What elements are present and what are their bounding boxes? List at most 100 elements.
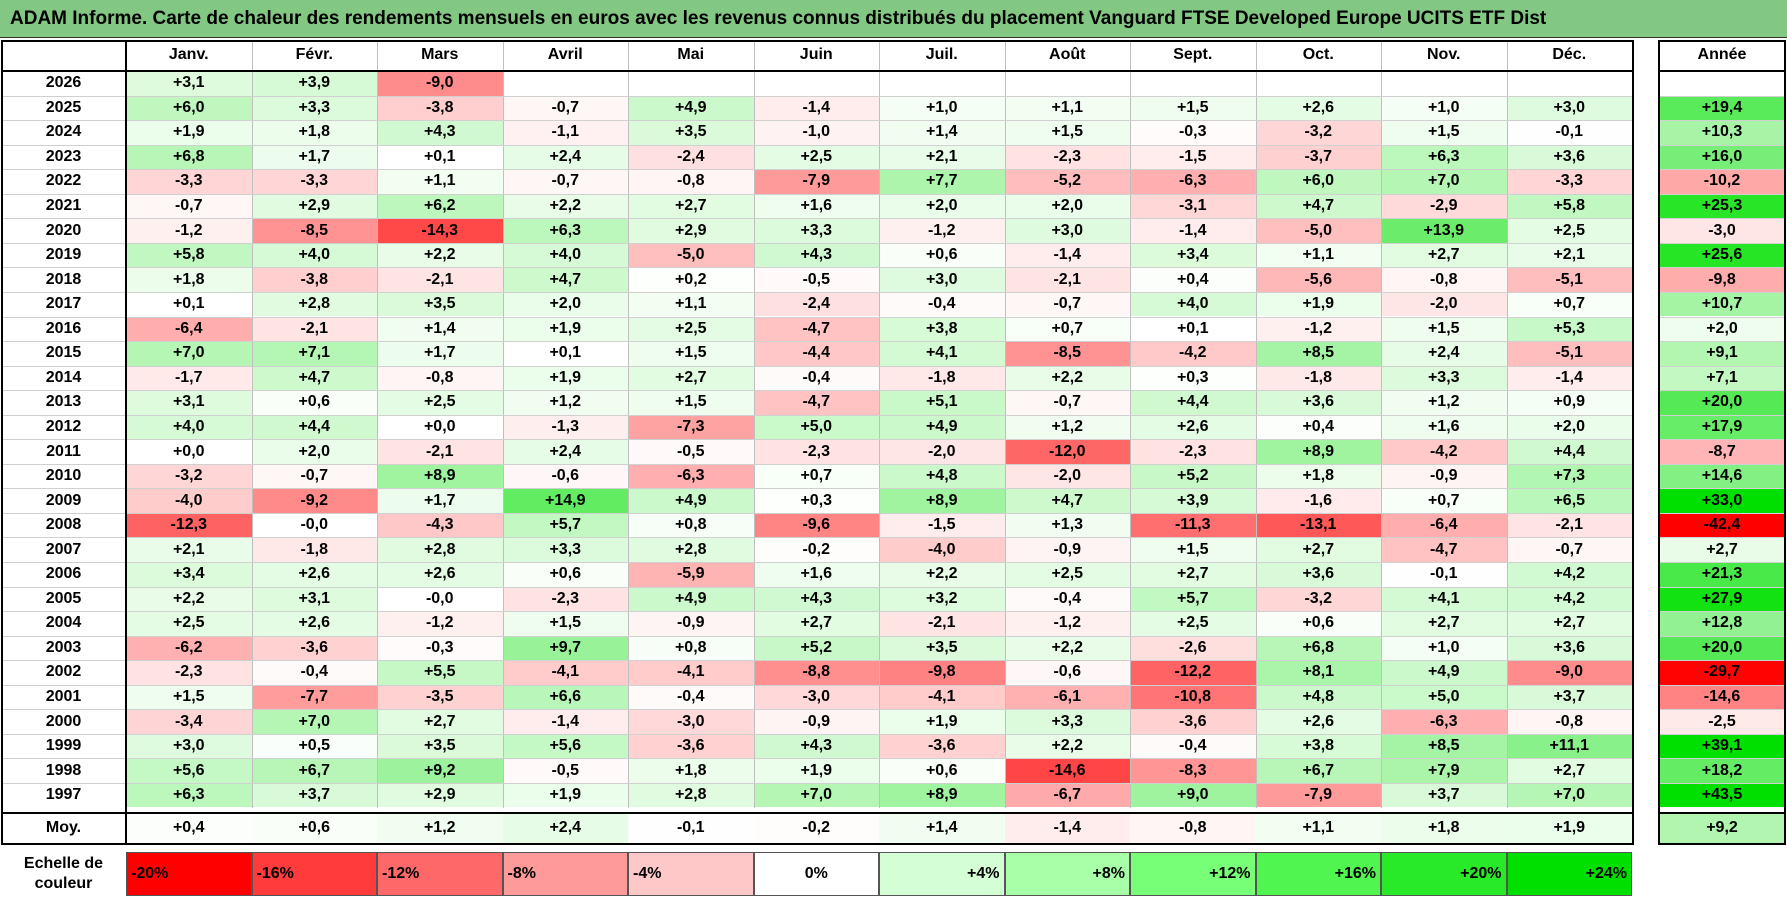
heatmap-cell: +3,7 bbox=[1381, 782, 1507, 808]
annual-border-left bbox=[1658, 40, 1660, 845]
annual-cell bbox=[1658, 71, 1786, 96]
grid-line-horizontal bbox=[1658, 144, 1786, 146]
border-year-col bbox=[125, 40, 127, 845]
heatmap-cell: -8,3 bbox=[1130, 758, 1256, 783]
heatmap-cell: +5,6 bbox=[126, 758, 252, 783]
row-year-label: 2007 bbox=[45, 540, 82, 558]
heatmap-cell: -5,9 bbox=[628, 562, 754, 587]
heatmap-cell: +2,4 bbox=[1381, 341, 1507, 366]
color-scale-step: 0% bbox=[753, 852, 879, 896]
heatmap-cell: +2,2 bbox=[1004, 365, 1130, 391]
heatmap-cell: +6,5 bbox=[1506, 488, 1632, 513]
row-year-label: 1997 bbox=[45, 786, 82, 804]
heatmap-cell: +9,7 bbox=[502, 635, 628, 661]
average-cell: +1,4 bbox=[879, 813, 1005, 843]
average-cell: +0,4 bbox=[126, 813, 252, 843]
heatmap-cell: -6,3 bbox=[1130, 169, 1256, 194]
heatmap-cell: +0,5 bbox=[251, 733, 377, 759]
heatmap-cell: +0,0 bbox=[126, 439, 252, 464]
grid-line-horizontal bbox=[1658, 267, 1786, 269]
heatmap-cell: -6,3 bbox=[628, 463, 754, 489]
heatmap-cell: +4,2 bbox=[1506, 586, 1632, 612]
grid-line-horizontal bbox=[1658, 316, 1786, 318]
month-header: Nov. bbox=[1427, 46, 1461, 63]
heatmap-cell: +3,8 bbox=[1255, 733, 1381, 759]
grid-line-horizontal bbox=[1658, 95, 1786, 97]
heatmap-cell bbox=[502, 71, 628, 96]
heatmap-cell: -14,3 bbox=[377, 218, 503, 243]
heatmap-cell bbox=[1130, 71, 1256, 96]
heatmap-cell: -6,7 bbox=[1004, 782, 1130, 808]
heatmap-cell: +2,0 bbox=[502, 291, 628, 317]
average-cell: -0,2 bbox=[753, 813, 879, 843]
heatmap-cell: -1,8 bbox=[1255, 365, 1381, 391]
heatmap-cell: -0,5 bbox=[753, 267, 879, 292]
heatmap-cell: -2,0 bbox=[1004, 463, 1130, 489]
heatmap-cell: +2,0 bbox=[1506, 414, 1632, 440]
heatmap-cell: +4,1 bbox=[1381, 586, 1507, 612]
heatmap-cell: +1,6 bbox=[1381, 414, 1507, 440]
average-cell: -1,4 bbox=[1004, 813, 1130, 843]
heatmap-cell: -0,3 bbox=[377, 635, 503, 661]
annual-cell: +25,3 bbox=[1658, 193, 1786, 219]
grid-line-horizontal bbox=[1, 218, 1632, 220]
heatmap-cell: +1,1 bbox=[377, 169, 503, 194]
heatmap-cell: -1,2 bbox=[879, 218, 1005, 243]
heatmap-cell: +2,2 bbox=[1004, 635, 1130, 661]
heatmap-cell: -0,8 bbox=[377, 365, 503, 391]
grid-line-vertical bbox=[1004, 40, 1006, 808]
heatmap-cell: +1,5 bbox=[126, 684, 252, 710]
row-year-label: 2010 bbox=[45, 467, 82, 485]
heatmap-cell: +3,9 bbox=[1130, 488, 1256, 513]
heatmap-cell: +2,7 bbox=[1506, 611, 1632, 636]
row-year-label: 2008 bbox=[45, 516, 82, 534]
heatmap-cell: -3,8 bbox=[251, 267, 377, 292]
heatmap-cell: +1,4 bbox=[879, 120, 1005, 145]
heatmap-cell: -0,7 bbox=[251, 463, 377, 489]
grid-line-horizontal bbox=[1658, 586, 1786, 588]
heatmap-cell: +2,2 bbox=[879, 562, 1005, 587]
annual-border-top bbox=[1658, 40, 1786, 42]
average-annual-cell: +9,2 bbox=[1658, 813, 1786, 843]
heatmap-cell: -4,3 bbox=[377, 512, 503, 538]
heatmap-cell: +3,6 bbox=[1506, 635, 1632, 661]
heatmap-cell: +4,9 bbox=[1381, 660, 1507, 685]
heatmap-cell: +4,0 bbox=[126, 414, 252, 440]
heatmap-cell: -3,4 bbox=[126, 709, 252, 734]
grid-line-horizontal bbox=[1658, 439, 1786, 441]
heatmap-cell: -1,2 bbox=[126, 218, 252, 243]
heatmap-cell bbox=[1004, 71, 1130, 96]
heatmap-cell: +4,9 bbox=[628, 586, 754, 612]
heatmap-cell: +5,0 bbox=[753, 414, 879, 440]
heatmap-cell: -1,4 bbox=[753, 95, 879, 121]
heatmap-cell: -2,1 bbox=[879, 611, 1005, 636]
heatmap-cell: +9,0 bbox=[1130, 782, 1256, 808]
row-year-label: 2021 bbox=[45, 197, 82, 215]
heatmap-cell: -1,6 bbox=[1255, 488, 1381, 513]
heatmap-cell: -4,0 bbox=[879, 537, 1005, 562]
heatmap-cell: -3,5 bbox=[377, 684, 503, 710]
heatmap-cell: +0,3 bbox=[1130, 365, 1256, 391]
heatmap-cell: +2,2 bbox=[126, 586, 252, 612]
heatmap-cell: +3,5 bbox=[377, 733, 503, 759]
heatmap-cell: +2,5 bbox=[628, 316, 754, 342]
heatmap-cell: +3,6 bbox=[1255, 390, 1381, 415]
average-cell: +1,9 bbox=[1506, 813, 1632, 843]
annual-cell: +14,6 bbox=[1658, 463, 1786, 489]
grid-line-vertical bbox=[1255, 40, 1257, 808]
heatmap-cell: +2,6 bbox=[1255, 709, 1381, 734]
heatmap-cell: -9,0 bbox=[377, 71, 503, 96]
month-header: Oct. bbox=[1302, 46, 1334, 63]
average-cell: +1,1 bbox=[1255, 813, 1381, 843]
heatmap-cell: -1,4 bbox=[502, 709, 628, 734]
grid-line-horizontal bbox=[1, 611, 1632, 613]
heatmap-cell: -12,3 bbox=[126, 512, 252, 538]
heatmap-cell: +3,1 bbox=[126, 71, 252, 96]
heatmap-cell: +4,3 bbox=[753, 733, 879, 759]
heatmap-cell: +0,2 bbox=[628, 267, 754, 292]
grid-line-horizontal bbox=[1, 488, 1632, 490]
heatmap-cell: +3,9 bbox=[251, 71, 377, 96]
grid-line-horizontal bbox=[1, 267, 1632, 269]
heatmap-cell: -2,3 bbox=[753, 439, 879, 464]
grid-line-horizontal bbox=[1, 365, 1632, 367]
